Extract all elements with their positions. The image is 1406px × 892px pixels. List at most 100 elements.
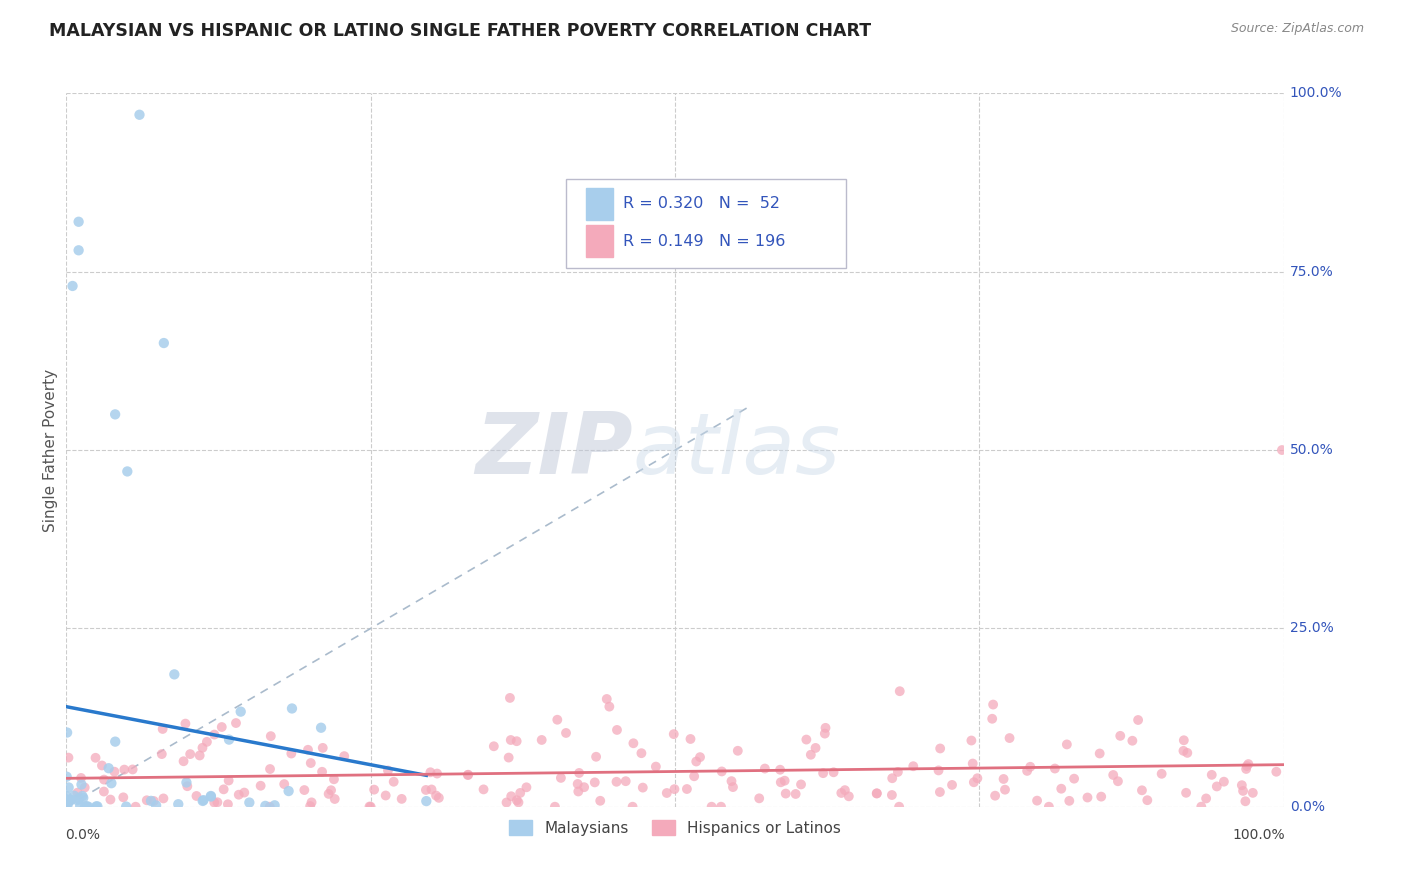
Point — [515, 780, 537, 795]
Point — [360, 799, 382, 814]
Point — [1043, 762, 1066, 776]
Point — [1232, 784, 1254, 798]
Text: atlas: atlas — [633, 409, 841, 491]
Point — [100, 776, 122, 790]
Point — [568, 766, 591, 780]
FancyBboxPatch shape — [565, 179, 845, 268]
Point — [981, 698, 1004, 712]
Point — [800, 747, 823, 762]
Point — [498, 750, 520, 764]
Point — [1109, 729, 1132, 743]
Point — [993, 772, 1015, 786]
Point — [142, 794, 165, 808]
Text: 50.0%: 50.0% — [1289, 443, 1333, 457]
Point — [655, 786, 678, 800]
Point — [509, 786, 531, 800]
Point — [86, 799, 108, 814]
Point — [598, 699, 620, 714]
Point — [260, 729, 283, 743]
Point — [773, 773, 796, 788]
Point — [333, 749, 356, 764]
Point — [1063, 772, 1085, 786]
Point — [984, 789, 1007, 803]
Point — [374, 789, 396, 803]
Point — [312, 740, 335, 755]
Point — [58, 750, 80, 764]
Point — [754, 762, 776, 776]
Point — [1201, 768, 1223, 782]
Point — [583, 775, 606, 789]
Point — [426, 766, 449, 780]
Point — [112, 790, 135, 805]
Point — [544, 799, 567, 814]
Point — [1050, 781, 1073, 796]
Point — [1237, 757, 1260, 772]
Point — [1173, 744, 1195, 758]
Point — [67, 791, 90, 805]
Point — [495, 796, 517, 810]
Point — [1150, 766, 1173, 780]
Point — [56, 725, 79, 739]
Point — [621, 799, 644, 814]
Point — [769, 763, 792, 777]
Point — [153, 336, 176, 351]
Point — [501, 789, 523, 804]
Point — [631, 780, 654, 795]
Point — [796, 732, 818, 747]
Point — [70, 778, 93, 792]
Point — [769, 775, 792, 789]
Point — [415, 783, 437, 797]
Point — [928, 764, 950, 778]
Point — [589, 794, 612, 808]
Point — [277, 784, 299, 798]
Point — [179, 747, 201, 761]
Point — [69, 798, 91, 813]
Text: 0.0%: 0.0% — [65, 828, 100, 842]
Point — [193, 793, 215, 807]
Point — [1059, 794, 1081, 808]
Point — [152, 791, 174, 805]
Point — [499, 733, 522, 747]
Point — [225, 716, 247, 731]
Point — [785, 787, 807, 801]
Point — [830, 786, 852, 800]
Point — [70, 771, 93, 785]
Point — [93, 784, 115, 798]
Point — [506, 793, 529, 807]
Point — [73, 780, 96, 795]
Point — [1175, 746, 1198, 760]
Point — [301, 796, 323, 810]
Point — [55, 792, 77, 806]
Point — [163, 667, 186, 681]
Point — [472, 782, 495, 797]
Point — [1234, 762, 1257, 776]
Point — [311, 764, 333, 779]
Point — [960, 733, 983, 747]
Point — [104, 734, 127, 748]
Point — [887, 764, 910, 779]
Point — [1038, 799, 1060, 814]
Point — [1126, 713, 1149, 727]
Point — [1195, 791, 1218, 805]
Point — [202, 728, 225, 742]
Point — [273, 777, 295, 791]
Point — [941, 778, 963, 792]
Point — [117, 465, 139, 479]
Bar — [586, 225, 613, 257]
Point — [880, 788, 903, 802]
Point — [128, 108, 150, 122]
Point — [555, 726, 578, 740]
Point — [112, 763, 135, 777]
Point — [814, 721, 837, 735]
Point — [994, 782, 1017, 797]
Point — [720, 774, 742, 789]
Point — [567, 784, 589, 798]
Point — [998, 731, 1021, 745]
Point — [176, 779, 198, 793]
Point — [59, 793, 82, 807]
Point — [77, 799, 100, 814]
Point — [55, 770, 77, 784]
Point — [229, 705, 252, 719]
Point — [823, 765, 845, 780]
Point — [249, 779, 271, 793]
